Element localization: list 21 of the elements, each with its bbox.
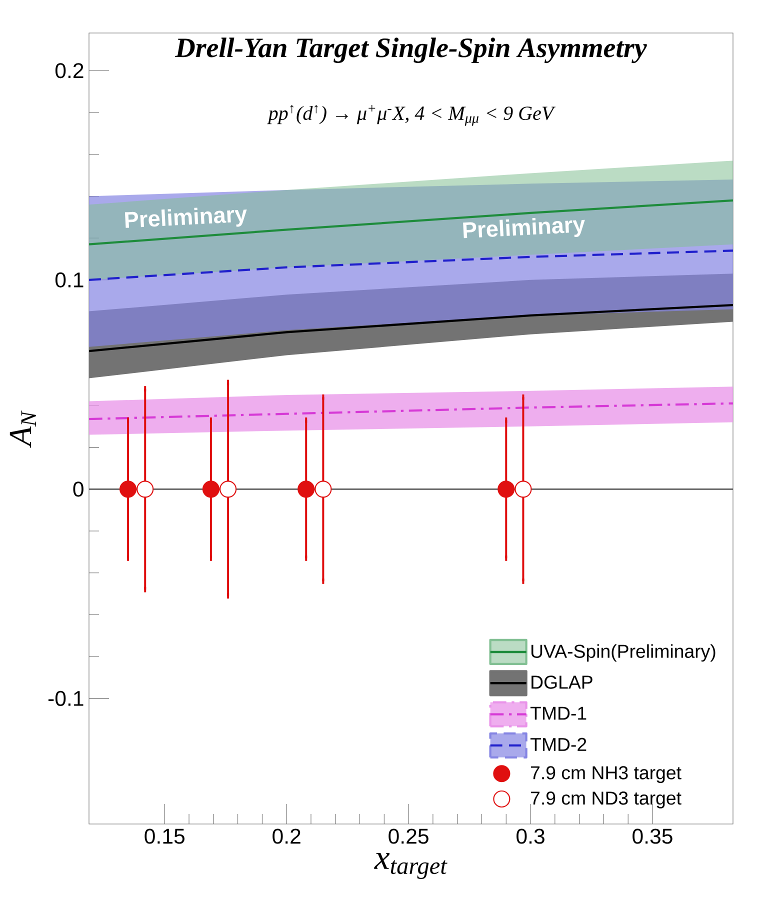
legend-label: 7.9 cm ND3 target [531,791,682,808]
legend-label: TMD-2 [530,738,586,751]
x-axis-title: x$_{target}$ [374,852,448,880]
legend-label: UVA-Spin(Preliminary) [531,644,716,662]
annotation: Preliminary [124,208,247,228]
x-tick-label: 0.2 [272,828,300,844]
chart-title: Drell-Yan Target Single-Spin Asymmetry [174,38,647,64]
x-tick-label: 0.25 [388,828,428,844]
y-tick-label: -0.1 [48,690,84,706]
text: pp$^{↑}$(d$^{↑}$) → μ$^{+}$μ$^{-}$X, 4 < M$_{μμ}$ < 9 GeV [267,104,556,126]
y-tick-label: 0.1 [55,272,84,288]
y-tick-label: 0 [73,482,84,497]
legend-label: TMD-1 [530,706,586,720]
x-tick-label: 0.15 [144,828,184,844]
legend-label: DGLAP [532,676,592,689]
x-tick-label: 0.35 [632,828,672,844]
annotation: Preliminary [463,218,585,238]
y-axis-title: A$_{N}$ [10,410,36,448]
x-tick-label: 0.3 [516,828,544,844]
legend-label: 7.9 cm NH3 target [531,766,682,784]
y-tick-label: 0.2 [55,63,84,78]
